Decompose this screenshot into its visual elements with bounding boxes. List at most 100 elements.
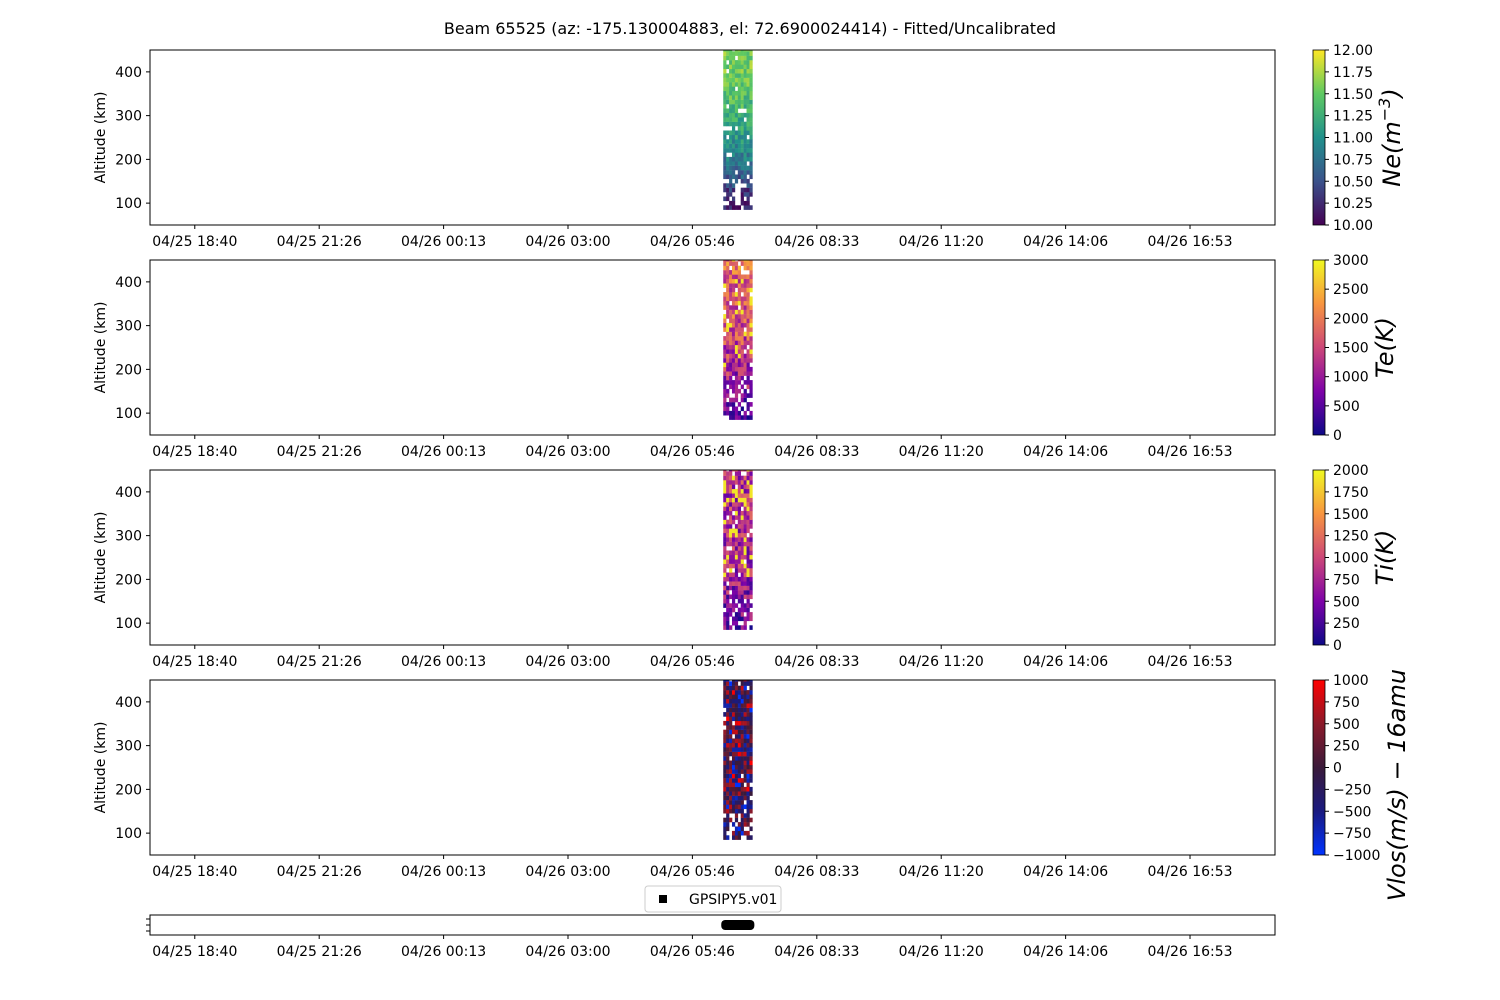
heatmap-cell [740,68,744,74]
heatmap-cell [746,572,750,578]
heatmap-cell [723,388,727,394]
heatmap-cell [729,528,733,534]
heatmap-cell [731,261,736,266]
heatmap-cell [723,502,727,507]
heatmap-cell [743,703,747,708]
panel-vlos: 100 200 300 400 Altitude (km) 04/25 18:40 04/2… [93,669,1411,901]
colorbar-tick-label: 750 [1333,572,1360,588]
heatmap-cell [743,336,747,341]
heatmap-cell [731,707,736,713]
heatmap-cell [731,470,736,472]
heatmap-cell [749,471,753,476]
heatmap-cell [729,68,733,74]
heatmap-cell [723,50,727,52]
heatmap-cell [737,822,742,827]
heatmap-cell [734,826,739,832]
heatmap-cell [737,734,742,739]
heatmap-cell [746,681,750,686]
heatmap-cell [731,161,736,166]
heatmap-cell [726,143,730,149]
heatmap-cell [729,161,733,166]
heatmap-cell [723,585,727,591]
heatmap-cell [749,183,753,188]
x-tick-label: 04/26 14:06 [1023,654,1108,670]
heatmap-cell [740,532,744,538]
heatmap-cell [734,559,739,564]
heatmap-cell [746,60,750,65]
heatmap-cell [731,296,736,302]
heatmap-cell [749,817,753,823]
heatmap-cell [749,366,753,372]
heatmap-cell [731,196,736,202]
heatmap-cell [743,554,747,560]
heatmap-cell [737,90,742,96]
heatmap-cell [737,309,742,315]
colorbar-tick-label: 3000 [1333,253,1369,269]
heatmap-cell [726,497,730,503]
heatmap-cell [740,309,744,315]
heatmap-cell [729,261,733,266]
heatmap-cell [746,371,750,376]
y-tick-label: 200 [115,572,142,588]
heatmap-cell [723,703,727,708]
heatmap-cell [737,86,742,92]
heatmap-cell [726,502,730,507]
heatmap-cell [749,283,753,288]
heatmap-cell [729,747,733,752]
heatmap-cell [723,576,727,582]
heatmap-cell [729,99,733,105]
heatmap-cell [734,590,739,595]
heatmap-cell [740,817,744,823]
heatmap-cell [737,698,742,704]
heatmap-cell [740,729,744,735]
heatmap-cell [734,68,739,74]
heatmap-cell [743,344,747,350]
heatmap-cell [737,729,742,735]
heatmap-cell [743,178,747,184]
heatmap-cell [734,475,739,481]
y-axis-label: Altitude (km) [93,302,109,394]
heatmap-cell [726,685,730,691]
heatmap-cell [731,760,736,766]
heatmap-cell [743,607,747,613]
y-tick-label: 400 [115,275,142,291]
heatmap-cell [723,808,727,814]
heatmap-cell [746,196,750,202]
heatmap-cell [740,795,744,801]
x-tick-label: 04/26 14:06 [1023,864,1108,880]
heatmap-cell [726,480,730,485]
heatmap-cell [737,283,742,288]
heatmap-cell [726,402,730,407]
heatmap-cell [740,170,744,175]
heatmap-cell [731,274,736,280]
heatmap-cell [749,95,753,100]
heatmap-cell [726,265,730,271]
heatmap-cell [731,371,736,376]
heatmap-cell [731,73,736,78]
heatmap-cell [746,265,750,271]
heatmap-cell [731,603,736,608]
heatmap-cell [746,680,750,682]
heatmap-cell [723,510,727,516]
heatmap-cell [723,139,727,144]
heatmap-cell [740,156,744,162]
heatmap-cell [746,261,750,266]
heatmap-cell [731,108,736,114]
heatmap-cell [740,694,744,700]
heatmap-cell [740,99,744,105]
heatmap-cell [731,331,736,337]
heatmap-cell [740,314,744,319]
heatmap-cell [734,99,739,105]
heatmap-cell [749,594,753,600]
heatmap-cell [749,174,753,180]
heatmap-cell [731,300,736,306]
heatmap-cell [734,121,739,127]
heatmap-cell [729,791,733,796]
heatmap-cell [749,314,753,319]
heatmap-cell [746,170,750,175]
heatmap-cell [740,362,744,368]
heatmap-cell [726,278,730,284]
heatmap-cell [729,371,733,376]
heatmap-cell [737,497,742,503]
heatmap-cell [734,791,739,796]
